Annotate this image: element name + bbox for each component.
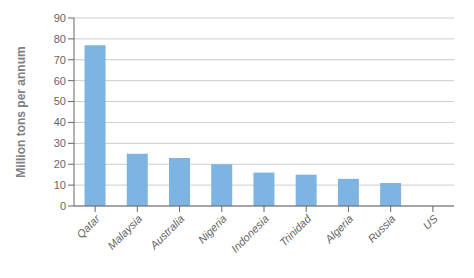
svg-text:60: 60 (54, 75, 66, 87)
svg-text:0: 0 (60, 200, 66, 212)
svg-text:Russia: Russia (365, 212, 397, 244)
svg-text:20: 20 (54, 158, 66, 170)
svg-text:40: 40 (54, 116, 66, 128)
svg-text:10: 10 (54, 179, 66, 191)
svg-text:Malaysia: Malaysia (105, 212, 144, 251)
svg-text:Australia: Australia (147, 212, 186, 251)
svg-text:Indonesia: Indonesia (229, 212, 271, 254)
svg-text:Qatar: Qatar (74, 212, 103, 241)
svg-text:Nigeria: Nigeria (196, 212, 229, 245)
svg-text:US: US (421, 212, 441, 232)
svg-text:80: 80 (54, 33, 66, 45)
svg-text:50: 50 (54, 95, 66, 107)
svg-text:Million tons per annum: Million tons per annum (14, 46, 28, 177)
svg-text:Trinidad: Trinidad (277, 212, 314, 249)
svg-text:90: 90 (54, 12, 66, 24)
svg-text:70: 70 (54, 54, 66, 66)
svg-text:Algeria: Algeria (322, 212, 355, 245)
svg-text:30: 30 (54, 137, 66, 149)
